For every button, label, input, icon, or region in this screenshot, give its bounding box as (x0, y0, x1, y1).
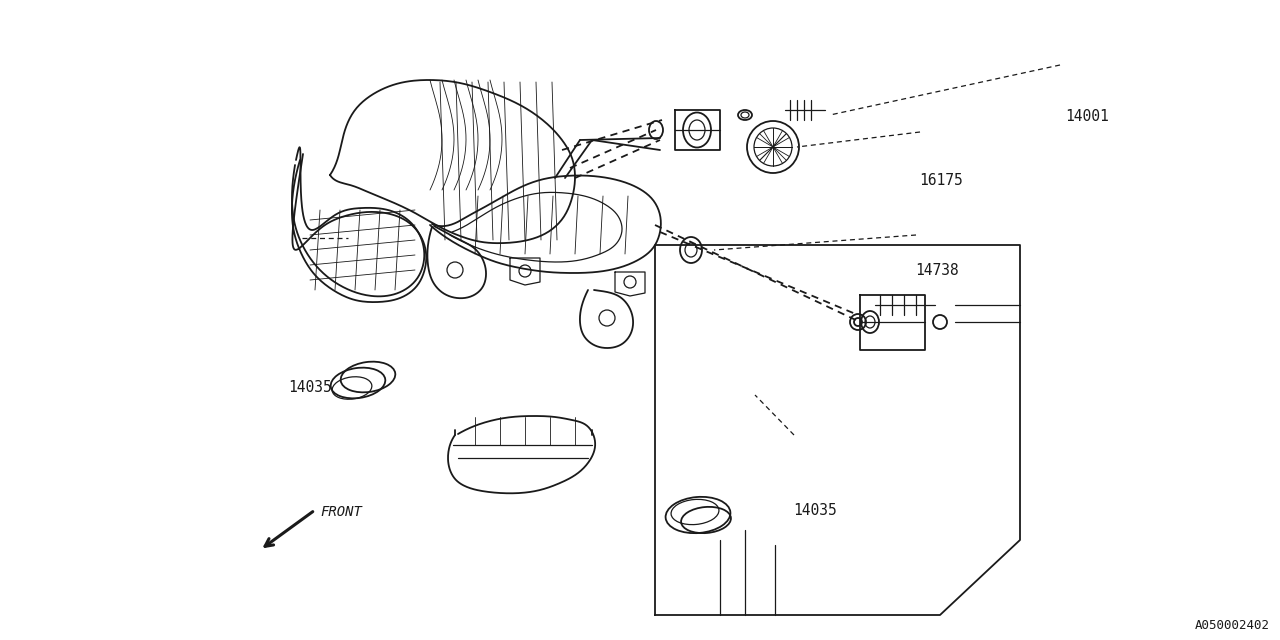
Text: FRONT: FRONT (320, 505, 362, 519)
Text: 14738: 14738 (915, 262, 959, 278)
Text: 14001: 14001 (1065, 109, 1108, 124)
Text: A050002402: A050002402 (1196, 619, 1270, 632)
Text: 14035: 14035 (794, 503, 837, 518)
Text: 16175: 16175 (919, 173, 963, 188)
Text: 14035: 14035 (288, 380, 332, 396)
